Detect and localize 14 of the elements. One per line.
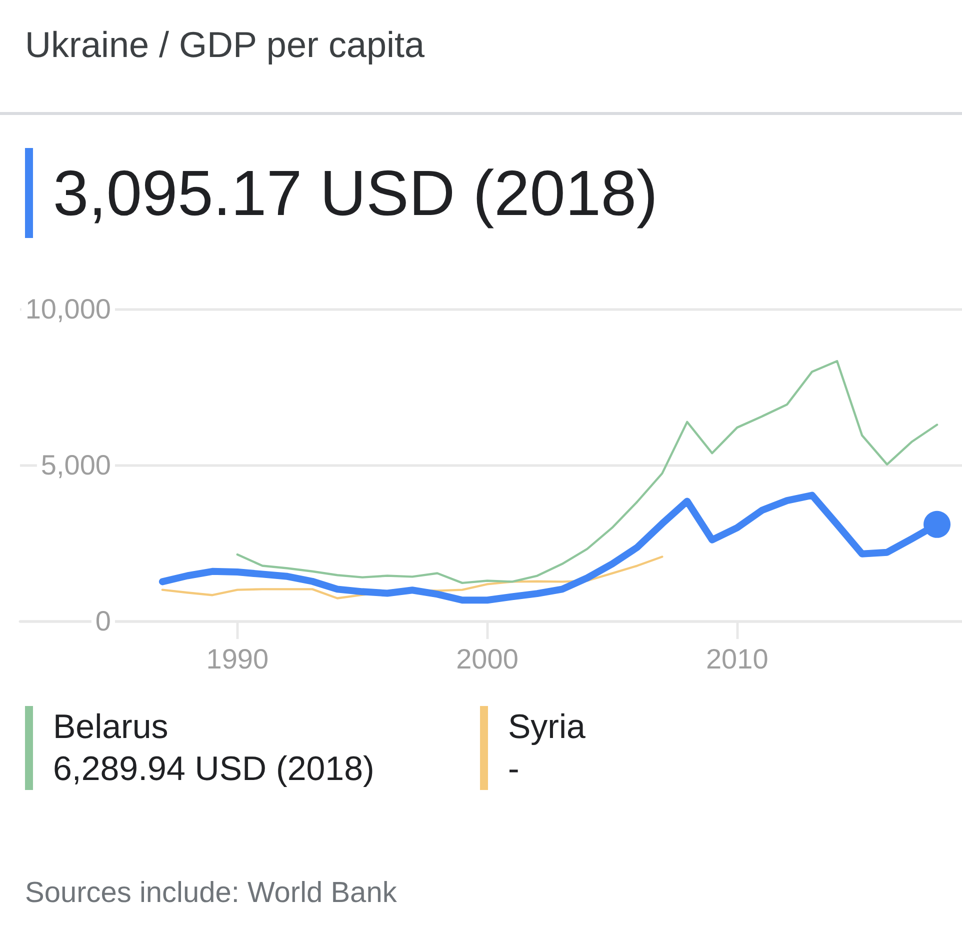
x-tick-label: 1990 — [206, 644, 269, 674]
line-series — [236, 360, 938, 584]
legend-label: Belarus — [53, 707, 168, 748]
source-note: Sources include: World Bank — [25, 876, 397, 910]
x-tick-label: 2010 — [706, 644, 768, 674]
legend-label: Syria — [508, 707, 586, 748]
chart-subtitle: 3,095.17 USD (2018) — [53, 156, 658, 230]
y-tick-label: 5,000 — [40, 450, 111, 480]
y-tick-label: 10,000 — [25, 294, 111, 324]
chart-title: Ukraine / GDP per capita — [25, 24, 425, 66]
text: 6,289.94 USD (2018) — [53, 749, 374, 790]
y-tick-label: 0 — [95, 606, 111, 636]
x-tick-label: 2000 — [456, 644, 518, 674]
text: - — [508, 749, 520, 790]
